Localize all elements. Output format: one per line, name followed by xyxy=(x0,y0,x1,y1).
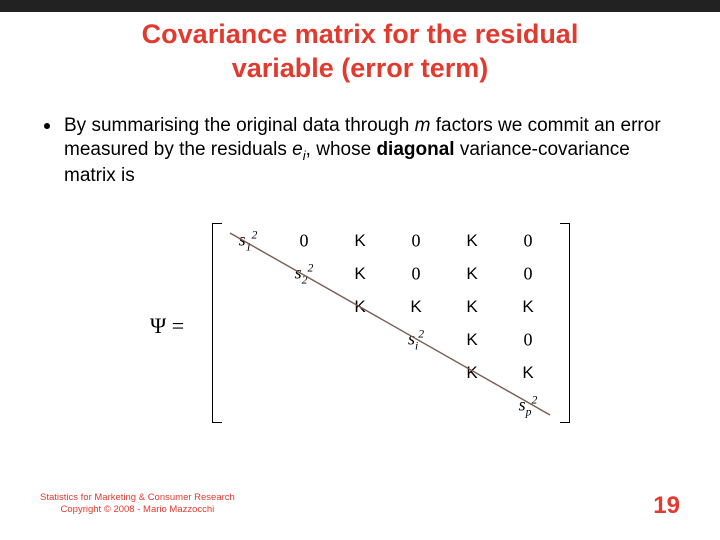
matrix-cell-k: K xyxy=(522,363,533,383)
top-bar xyxy=(0,0,720,12)
matrix-cell-k: K xyxy=(466,231,477,251)
slide-title: Covariance matrix for the residual varia… xyxy=(0,12,720,104)
matrix-cell-k: K xyxy=(354,264,365,284)
bullet-pre: By summarising the original data through xyxy=(64,115,415,136)
matrix-grid: s120K0K0s22K0K0KKKKsi2K0KKsp2 xyxy=(228,229,554,417)
matrix-cell-zero: 0 xyxy=(524,230,533,251)
page-number: 19 xyxy=(653,492,680,520)
matrix-cell-sp: sp2 xyxy=(519,394,538,419)
matrix-cell-si: si2 xyxy=(408,328,424,353)
matrix-cell-k: K xyxy=(466,264,477,284)
bullet-e: e xyxy=(292,139,303,160)
bullet-diagonal: diagonal xyxy=(376,139,454,160)
bullet-item: By summarising the original data through… xyxy=(40,114,680,189)
matrix-cell-zero: 0 xyxy=(524,263,533,284)
matrix-cell-zero: 0 xyxy=(412,230,421,251)
left-bracket-icon xyxy=(212,223,222,423)
matrix-cell-k: K xyxy=(466,330,477,350)
matrix-cell-zero: 0 xyxy=(300,230,309,251)
right-bracket-icon xyxy=(560,223,570,423)
matrix-cell-k: K xyxy=(522,297,533,317)
footer-line1: Statistics for Marketing & Consumer Rese… xyxy=(40,492,235,504)
title-line2: variable (error term) xyxy=(232,53,489,83)
matrix-cell-k: K xyxy=(354,297,365,317)
matrix-equation: Ψ = s120K0K0s22K0K0KKKKsi2K0KKsp2 xyxy=(150,223,570,443)
bullet-dot-icon xyxy=(44,123,50,129)
psi-symbol: Ψ = xyxy=(150,313,184,339)
footer-line2: Copyright © 2008 - Mario Mazzocchi xyxy=(40,504,235,516)
matrix-cell-k: K xyxy=(410,297,421,317)
bullet-m: m xyxy=(415,115,431,136)
matrix-cell-k: K xyxy=(354,231,365,251)
content-area: By summarising the original data through… xyxy=(0,104,720,443)
matrix-cell-zero: 0 xyxy=(412,263,421,284)
bullet-mid2: , whose xyxy=(306,139,377,160)
matrix-cell-zero: 0 xyxy=(524,329,533,350)
matrix-cell-k: K xyxy=(466,363,477,383)
matrix-cell-s1: s12 xyxy=(239,229,258,254)
matrix-cell-s2: s22 xyxy=(295,262,314,287)
bullet-text: By summarising the original data through… xyxy=(64,114,680,189)
title-line1: Covariance matrix for the residual xyxy=(142,19,579,49)
matrix-cell-k: K xyxy=(466,297,477,317)
footer-credit: Statistics for Marketing & Consumer Rese… xyxy=(40,492,235,516)
